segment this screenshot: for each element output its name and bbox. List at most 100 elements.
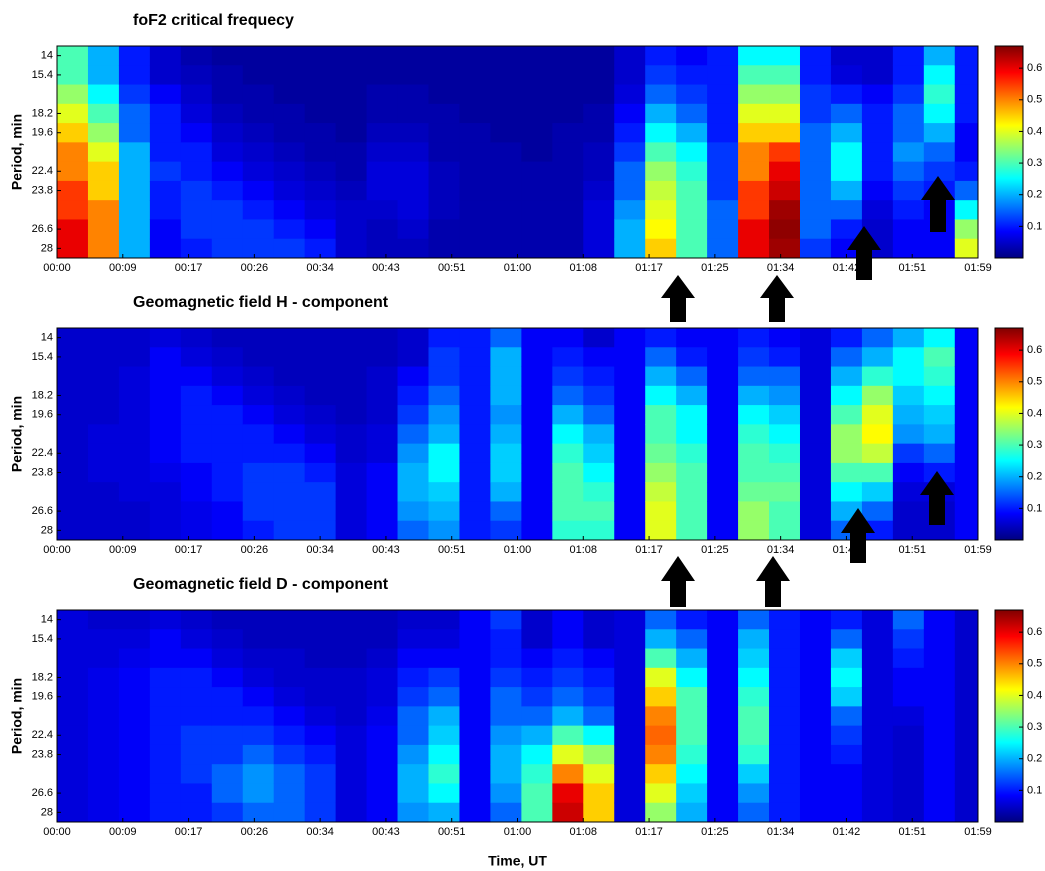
heatmap-cell [180,103,213,124]
heatmap-cell [738,366,770,387]
heatmap-cell [149,667,182,688]
heatmap-cell [57,219,89,240]
heatmap-cell [769,648,801,669]
heatmap-cell [923,46,956,66]
heatmap-cell [57,65,89,86]
heatmap-cell [738,667,770,688]
heatmap-cell [861,687,894,707]
heatmap-cell [304,405,337,425]
heatmap-cell [490,783,522,804]
x-tick-label: 00:17 [175,544,203,556]
heatmap-cell [614,424,646,445]
heatmap-cell [397,142,429,163]
heatmap-cell [583,123,615,143]
heatmap-cell [645,764,677,784]
heatmap-cell [954,520,978,540]
heatmap-cell [769,65,801,86]
heatmap-cell [459,200,491,220]
heatmap-cell [366,219,399,240]
heatmap-cell [87,219,120,240]
colorbar-tick-label: 0.5 [1027,94,1042,106]
heatmap-cell [397,648,429,669]
heatmap-cell [676,462,708,483]
heatmap-cell [552,161,584,182]
heatmap-cell [459,501,491,522]
y-tick-label: 14 [41,614,53,626]
heatmap-cell [552,405,584,425]
heatmap-cell [87,783,120,804]
heatmap-cell [645,667,677,688]
heatmap-cell [583,610,615,630]
heatmap-cell [459,744,491,765]
y-axis-label: Period, min [9,114,25,190]
heatmap-cell [428,347,460,368]
heatmap-cell [676,802,708,822]
heatmap-cell [211,610,244,630]
heatmap-cell [521,482,553,502]
heatmap-cell [583,65,615,86]
heatmap-cell [57,744,89,765]
heatmap-cell [180,142,213,163]
heatmap-cell [118,520,151,540]
heatmap-cell [335,706,368,727]
heatmap-cell [273,744,306,765]
heatmap-cell [552,744,584,765]
heatmap-cell [490,764,522,784]
heatmap-cell [428,142,460,163]
heatmap-cell [769,328,801,348]
heatmap-cell [707,328,739,348]
heatmap-cell [428,84,460,105]
heatmap-cell [335,501,368,522]
heatmap-cell [304,443,337,464]
heatmap-cell [830,347,863,368]
heatmap-cell [180,200,213,220]
heatmap-cell [676,501,708,522]
heatmap-cell [57,667,89,688]
heatmap-cell [892,46,925,66]
heatmap-cell [304,501,337,522]
heatmap-cell [87,385,120,406]
heatmap-cell [769,629,801,650]
heatmap-cell [211,706,244,727]
heatmap-cell [521,462,553,483]
heatmap-cell [149,501,182,522]
heatmap-cell [459,462,491,483]
heatmap-cell [118,123,151,143]
heatmap-cell [211,667,244,688]
heatmap-cell [459,142,491,163]
heatmap-cell [830,366,863,387]
y-tick-label: 14 [41,50,53,62]
x-tick-label: 01:25 [701,262,729,274]
heatmap-cell [428,424,460,445]
heatmap-cell [57,200,89,220]
heatmap-cell [645,424,677,445]
heatmap-cell [149,629,182,650]
heatmap-cell [149,443,182,464]
heatmap-cell [583,347,615,368]
heatmap-cell [707,238,739,258]
heatmap-cell [304,648,337,669]
heatmap-cell [645,123,677,143]
heatmap-cell [118,629,151,650]
heatmap-cell [149,687,182,707]
heatmap-cell [614,366,646,387]
heatmap-cell [149,764,182,784]
heatmap-cell [428,366,460,387]
heatmap-cell [304,706,337,727]
heatmap-cell [769,142,801,163]
heatmap-cell [118,610,151,630]
heatmap-cell [490,142,522,163]
heatmap-cell [707,687,739,707]
heatmap-cell [211,385,244,406]
heatmap-cell [118,200,151,220]
heatmap-cell [676,482,708,502]
heatmap-cell [645,443,677,464]
heatmap-cell [552,238,584,258]
heatmap-cell [242,667,275,688]
heatmap-cell [892,783,925,804]
heatmap-cell [954,783,978,804]
heatmap-cell [459,65,491,86]
heatmap-cell [707,161,739,182]
heatmap-cell [738,462,770,483]
heatmap-cell [273,200,306,220]
